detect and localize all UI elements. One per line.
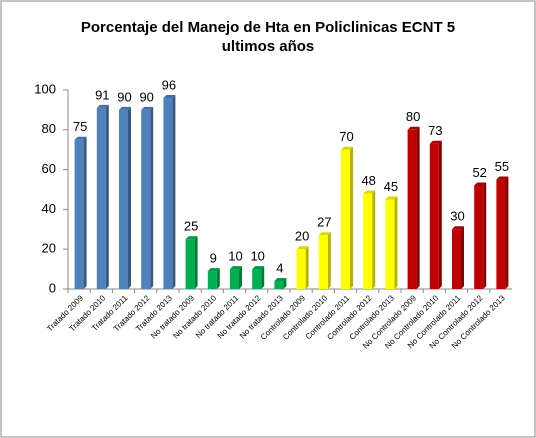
y-tick-label: 60 — [42, 161, 56, 176]
bar-side — [150, 106, 154, 290]
value-label: 25 — [184, 219, 198, 234]
bar-top — [407, 126, 420, 130]
value-label: 20 — [295, 229, 309, 244]
value-label: 10 — [250, 249, 264, 264]
bar — [74, 139, 84, 289]
bar-top — [474, 182, 487, 186]
bar-top — [96, 104, 109, 108]
value-label: 27 — [317, 215, 331, 230]
bar-top — [230, 266, 242, 270]
bar — [230, 269, 239, 289]
bar — [318, 235, 328, 289]
bar-top — [363, 190, 376, 194]
bar-top — [318, 232, 331, 236]
bar-top — [74, 136, 87, 140]
bar-top — [496, 176, 509, 180]
bar-side — [216, 268, 220, 289]
bar-side — [483, 182, 487, 289]
bar-top — [296, 246, 309, 250]
value-label: 90 — [117, 89, 131, 104]
bar-top — [119, 106, 131, 110]
bar — [96, 107, 106, 289]
bar-top — [274, 278, 287, 282]
bar-top — [252, 266, 265, 270]
chart-title: Porcentaje del Manejo de Hta en Policlin… — [80, 19, 456, 55]
value-label: 90 — [139, 89, 153, 104]
bar — [252, 269, 262, 289]
bar-side — [194, 236, 198, 289]
value-label: 30 — [450, 209, 464, 224]
value-label: 70 — [339, 129, 353, 144]
value-label: 96 — [162, 77, 176, 92]
bar-side — [372, 190, 376, 289]
bar-side — [239, 266, 242, 289]
bar-side — [128, 106, 131, 290]
bar-top — [341, 146, 353, 150]
y-tick-label: 80 — [42, 121, 56, 136]
y-tick-label: 100 — [34, 81, 56, 96]
bar — [385, 199, 395, 289]
bar-side — [505, 176, 509, 289]
bar-top — [207, 268, 220, 272]
bar-top — [429, 140, 442, 144]
y-tick-label: 0 — [49, 280, 56, 295]
value-label: 75 — [73, 119, 87, 134]
value-label: 9 — [210, 251, 217, 266]
bar-top — [385, 196, 398, 200]
bar — [163, 97, 173, 290]
bar — [296, 249, 306, 289]
bar-side — [438, 140, 442, 289]
bar — [363, 193, 373, 289]
bar — [141, 109, 151, 290]
bar — [407, 129, 417, 289]
bar — [185, 239, 195, 289]
bar — [474, 185, 484, 289]
bar-top — [163, 94, 176, 98]
value-label: 10 — [228, 249, 242, 264]
bar-side — [172, 94, 176, 290]
bar — [119, 109, 128, 290]
value-label: 55 — [495, 159, 509, 174]
bar-side — [394, 196, 398, 289]
bar — [341, 149, 350, 289]
value-label: 45 — [384, 179, 398, 194]
bar-top — [185, 236, 198, 240]
bar — [452, 229, 461, 289]
bar-top — [141, 106, 154, 110]
value-label: 91 — [95, 87, 109, 102]
value-label: 4 — [276, 260, 283, 275]
value-label: 73 — [428, 123, 442, 138]
bar-side — [416, 126, 420, 289]
bar-side — [327, 232, 331, 289]
value-label: 48 — [361, 173, 375, 188]
y-tick-label: 20 — [42, 241, 56, 256]
bar — [207, 271, 217, 289]
bar-side — [461, 226, 464, 289]
bar — [429, 143, 439, 289]
bar-side — [261, 266, 265, 289]
bar-side — [83, 136, 87, 289]
bar-side — [105, 104, 109, 289]
bar — [496, 179, 506, 289]
bar-side — [305, 246, 309, 289]
value-label: 52 — [472, 165, 486, 180]
bar — [274, 281, 284, 289]
bar-side — [283, 278, 287, 289]
bar-top — [452, 226, 464, 230]
y-tick-label: 40 — [42, 201, 56, 216]
bar-side — [350, 146, 353, 289]
value-label: 80 — [406, 109, 420, 124]
